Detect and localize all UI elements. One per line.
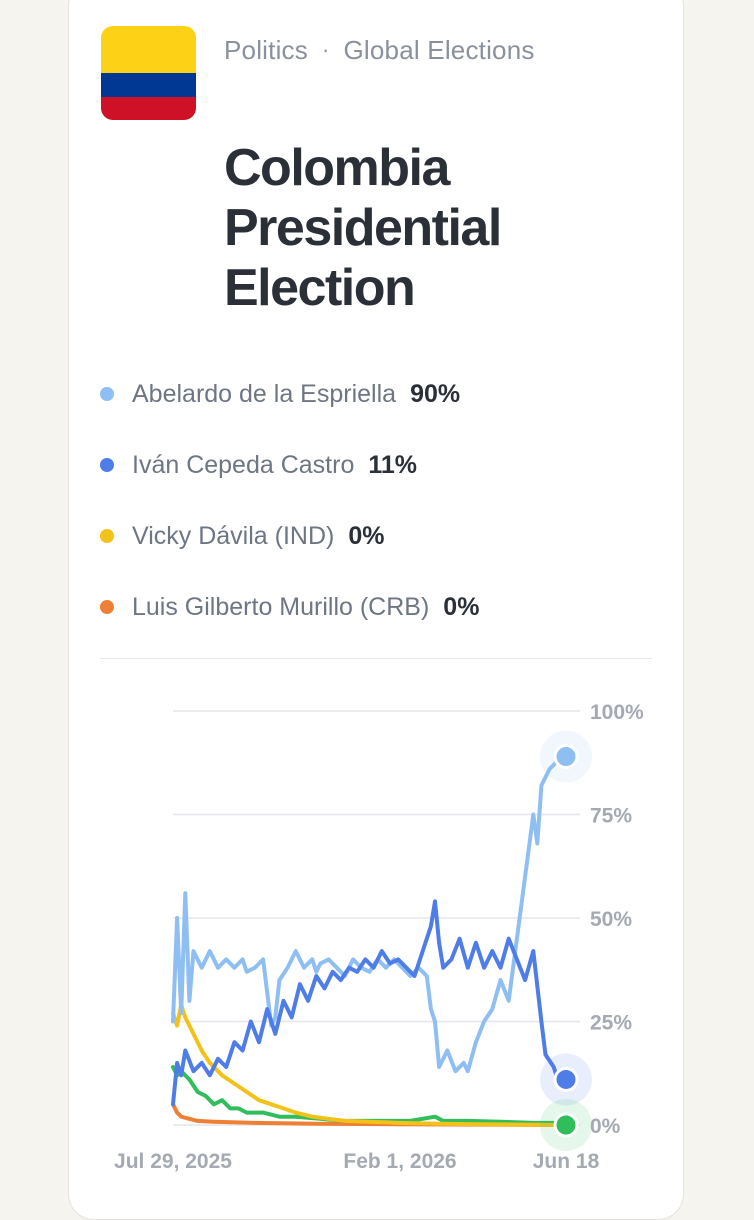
flag-stripe-red	[101, 96, 196, 120]
legend-percent: 90%	[410, 379, 461, 408]
x-tick-label: Jul 29, 2025	[114, 1150, 232, 1173]
breadcrumb-separator: ·	[321, 37, 330, 62]
legend-name: Luis Gilberto Murillo (CRB)	[132, 592, 430, 621]
series-line	[171, 899, 560, 1107]
legend-name: Iván Cepeda Castro	[132, 450, 355, 479]
flag-stripe-yellow	[101, 26, 196, 73]
legend-dot-icon	[100, 387, 114, 401]
legend-percent: 11%	[368, 450, 418, 479]
legend-item[interactable]: Iván Cepeda Castro 11%	[100, 443, 660, 487]
y-tick-label: 25%	[590, 1012, 632, 1035]
end-marker	[553, 1066, 579, 1092]
x-tick-label: Feb 1, 2026	[343, 1150, 456, 1173]
series-line	[171, 1065, 568, 1125]
legend-dot-icon	[100, 529, 114, 543]
legend: Abelardo de la Espriella 90% Iván Cepeda…	[100, 372, 660, 656]
legend-name: Vicky Dávila (IND)	[132, 521, 335, 550]
x-tick-label: Jun 18	[533, 1150, 600, 1173]
flag-stripe-blue	[101, 73, 196, 97]
colombia-flag-icon	[101, 26, 196, 120]
legend-dot-icon	[100, 458, 114, 472]
y-tick-label: 50%	[590, 908, 632, 931]
breadcrumb-global-elections[interactable]: Global Elections	[343, 34, 535, 65]
y-tick-label: 75%	[590, 805, 632, 828]
legend-percent: 0%	[348, 521, 385, 550]
end-marker	[553, 744, 579, 770]
legend-item[interactable]: Vicky Dávila (IND) 0%	[100, 514, 660, 558]
breadcrumb: Politics · Global Elections	[224, 32, 535, 68]
market-card	[68, 0, 684, 1220]
page-title: Colombia Presidential Election	[224, 139, 502, 317]
legend-percent: 0%	[443, 592, 480, 621]
y-tick-label: 100%	[590, 701, 644, 724]
legend-item[interactable]: Luis Gilberto Murillo (CRB) 0%	[100, 585, 660, 629]
legend-item[interactable]: Abelardo de la Espriella 90%	[100, 372, 660, 416]
legend-dot-icon	[100, 600, 114, 614]
end-marker	[553, 1112, 579, 1138]
divider	[100, 658, 652, 659]
legend-name: Abelardo de la Espriella	[132, 379, 397, 408]
y-tick-label: 0%	[590, 1115, 621, 1138]
series-line	[171, 1002, 568, 1127]
breadcrumb-politics[interactable]: Politics	[224, 34, 308, 65]
series-line	[171, 754, 568, 1074]
